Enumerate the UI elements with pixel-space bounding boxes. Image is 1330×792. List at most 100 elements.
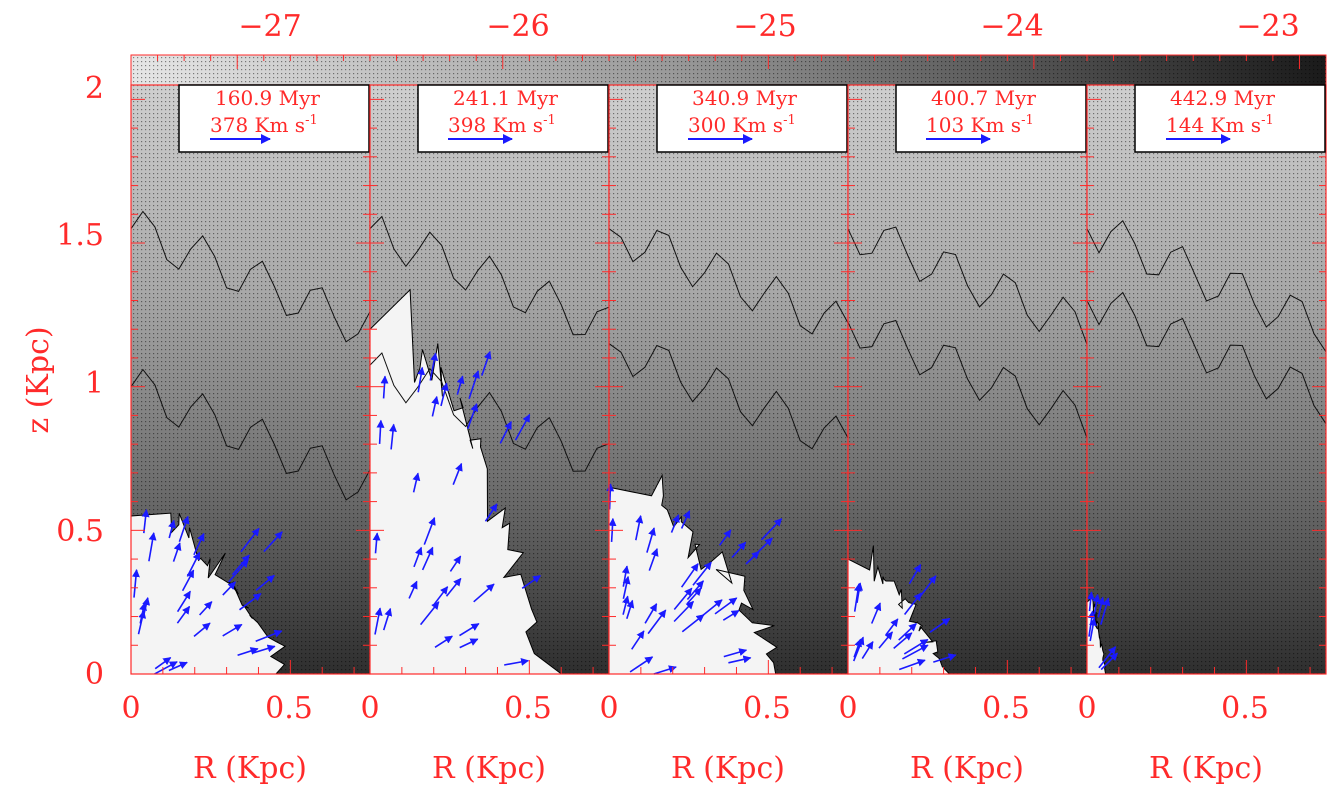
velocity-vector [193,622,211,638]
velocity-vector [731,541,747,559]
velocity-vector [412,472,421,493]
velocity-vector [468,370,480,400]
velocity-vector [1098,646,1117,669]
time-label: 442.9 Myr [1170,86,1275,110]
panel-4: 400.7 Myr 103 Km s-1 [847,84,1088,675]
velocity-vector [681,614,705,633]
velocity-vector [481,350,492,376]
velocity-vector [648,548,659,571]
panel-2: 241.1 Myr 398 Km s-1 [369,84,610,675]
panels: 160.9 Myr 378 Km s-1 241.1 Myr 398 Km s-… [130,84,1327,675]
velocity-vector [673,587,693,611]
y-tick-label: 1 [85,366,104,401]
velocity-vector [919,575,937,598]
velocity-vector [228,559,249,583]
velocity-vector [452,462,463,485]
velocity-vector [413,546,423,568]
velocity-vector [933,653,957,663]
velocity-vector [686,580,705,601]
velocity-vector [514,413,531,441]
velocity-vector [251,644,276,655]
cavity [369,288,563,675]
velocity-vector [722,609,740,621]
velocity-vector [231,554,250,576]
contour-line [608,343,849,450]
velocity-vector [199,601,213,616]
velocity-vector [154,661,178,675]
velocity-vector [631,630,645,650]
velocity-vector [178,515,190,542]
velocity-vector [466,403,479,430]
velocity-vector [1100,652,1118,671]
contour-line [369,215,610,336]
velocity-vector [1086,591,1095,612]
x-axis-title: R (Kpc) [1149,751,1263,786]
velocity-vector [1097,596,1106,618]
velocity-vector [154,656,172,670]
velocity-vector [644,603,658,624]
contour-line [130,210,371,343]
velocity-vector [723,648,748,658]
velocity-vector [929,617,951,633]
velocity-vector [870,602,882,624]
panel-label-box: 160.9 Myr 378 Km s-1 [178,84,370,153]
velocity-vector [647,609,667,635]
velocity-vector [172,542,182,562]
contour-line [1086,219,1327,353]
contour-line [847,226,1088,345]
time-label: 241.1 Myr [453,86,558,110]
velocity-vector [255,574,275,592]
velocity-vector [745,550,760,565]
colorbar-tick-label: −23 [1236,9,1299,44]
x-axes: 0 0.5 R (Kpc) 0 0.5 R (Kpc) 0 0.5 R (Kpc… [121,691,1268,786]
velocity-label: 398 Km s-1 [448,113,556,137]
velocity-vector [168,661,188,672]
panel-3: 340.9 Myr 300 Km s-1 [606,84,849,675]
velocity-vector [421,546,434,571]
panel-label-box: 442.9 Myr 144 Km s-1 [1134,84,1326,153]
velocity-vector [176,590,191,613]
velocity-vector [382,607,393,631]
panel-5: 442.9 Myr 144 Km s-1 [1086,84,1327,675]
contour-line [608,228,849,335]
velocity-vector [181,569,195,592]
velocity-vector [148,532,157,562]
velocity-vector [622,595,630,615]
velocity-vector [434,635,453,648]
velocity-vector [646,527,656,553]
velocity-vector [893,632,913,650]
time-label: 400.7 Myr [931,86,1036,110]
velocity-vector [139,602,147,624]
velocity-vector [898,623,917,641]
velocity-vector [621,565,630,587]
velocity-vector [499,420,512,444]
y-tick-label: 1.5 [56,218,104,253]
velocity-vector [449,555,462,572]
velocity-vector [484,503,498,522]
x-axis-title: R (Kpc) [432,751,546,786]
cavity [608,473,785,675]
time-label: 160.9 Myr [215,86,320,110]
x-tick-label: 0 [1077,691,1096,726]
velocity-vector [263,531,283,553]
colorbar-tick-label: −24 [980,9,1043,44]
velocity-vector [1092,593,1101,615]
x-axis-title: R (Kpc) [910,751,1024,786]
panel-1: 160.9 Myr 378 Km s-1 [130,84,371,675]
velocity-vector [380,375,389,399]
velocity-vector [673,600,694,623]
velocity-vector [606,483,615,510]
velocity-vector [473,583,495,603]
velocity-vector [431,395,440,417]
velocity-vector [521,574,542,589]
x-tick-label: 0 [838,691,857,726]
x-tick-label: 0 [360,691,379,726]
velocity-vector [222,581,236,596]
velocity-vector [388,423,397,450]
velocity-vector [374,607,383,635]
velocity-vector [626,599,635,620]
velocity-vector [504,657,530,666]
x-axis-title: R (Kpc) [671,751,785,786]
velocity-vector [255,629,283,643]
